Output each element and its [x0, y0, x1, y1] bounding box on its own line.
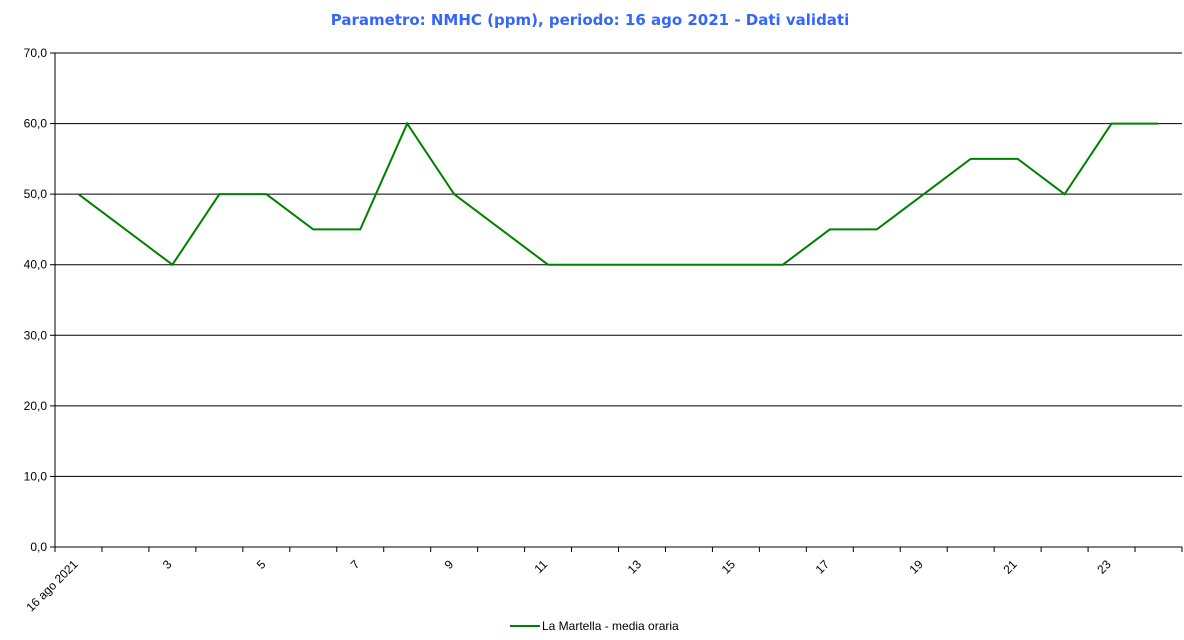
x-tick-label: 11 [531, 557, 550, 576]
x-tick-label: 15 [719, 557, 739, 577]
y-tick-label: 50,0 [24, 187, 48, 201]
x-tick-label: 13 [625, 557, 645, 577]
x-tick-label: 17 [813, 557, 833, 577]
x-tick-label: 16 ago 2021 [24, 557, 81, 614]
x-tick-label: 7 [348, 557, 363, 572]
line-series [77, 121, 1159, 267]
y-tick-label: 60,0 [24, 117, 48, 131]
x-tick-label: 3 [160, 557, 175, 572]
legend-label: La Martella - media oraria [542, 619, 679, 633]
x-tick-label: 9 [442, 557, 457, 572]
x-tick-label: 19 [907, 557, 927, 577]
x-tick-label: 21 [1000, 557, 1020, 577]
x-tick-label: 5 [254, 557, 269, 572]
chart-title: Parametro: NMHC (ppm), periodo: 16 ago 2… [331, 11, 850, 29]
x-tick-label: 23 [1094, 557, 1114, 577]
y-tick-label: 0,0 [30, 540, 47, 554]
y-tick-label: 20,0 [24, 399, 48, 413]
y-tick-label: 40,0 [24, 258, 48, 272]
y-tick-label: 10,0 [24, 469, 48, 483]
y-tick-label: 70,0 [24, 46, 48, 60]
y-tick-label: 30,0 [24, 328, 48, 342]
